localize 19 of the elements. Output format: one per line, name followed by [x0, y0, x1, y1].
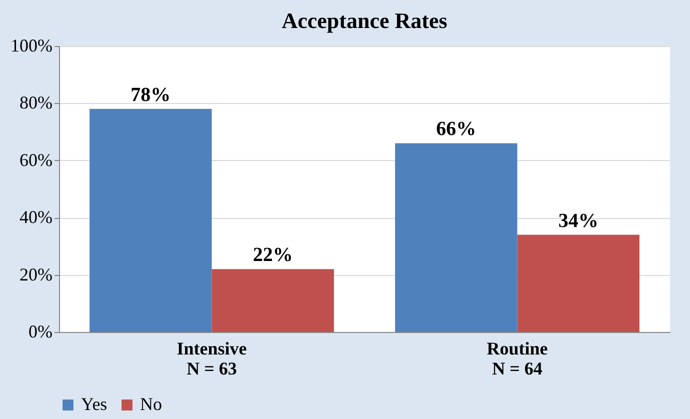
chart-title: Acceptance Rates [282, 8, 448, 33]
x-tick-label: Intensive N = 63 [176, 338, 247, 378]
bar [90, 108, 212, 332]
y-tick-label: 60% [20, 150, 52, 170]
y-tick-label: 100% [10, 36, 52, 56]
y-tick-label: 40% [20, 207, 52, 228]
bar [395, 143, 518, 332]
bar [212, 269, 334, 332]
legend-label: Yes [81, 394, 108, 414]
data-label: 78% [130, 84, 171, 106]
x-tick-label: Routine N = 64 [486, 338, 548, 378]
data-label: 66% [436, 118, 476, 140]
y-tick-label: 20% [20, 264, 52, 284]
data-label: 22% [252, 244, 293, 266]
data-label: 34% [558, 210, 598, 232]
y-tick-label: 80% [20, 92, 52, 113]
legend-label: No [140, 394, 162, 414]
y-tick-label: 0% [28, 322, 52, 342]
bar [517, 234, 640, 332]
